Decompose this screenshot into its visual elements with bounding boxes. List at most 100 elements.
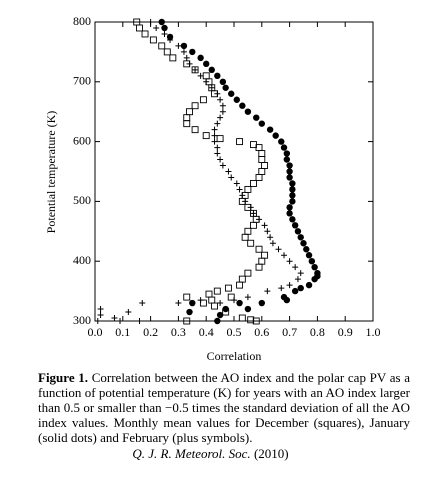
square-point (191, 102, 199, 110)
square-point (202, 72, 210, 80)
dot-point (216, 311, 224, 319)
dot-point (219, 78, 227, 86)
square-point (158, 42, 166, 50)
plus-point (180, 48, 187, 55)
dot-point (308, 258, 316, 265)
dot-point (286, 210, 293, 217)
square-point (183, 293, 191, 301)
dot-point (283, 150, 291, 157)
dot-point (300, 240, 307, 247)
square-point (163, 48, 171, 56)
dot-point (291, 287, 299, 295)
plus-point (292, 264, 299, 271)
plus-point (217, 96, 224, 103)
y-tick-label: 800 (73, 14, 91, 28)
dot-point (280, 144, 288, 151)
plus-point (286, 282, 293, 289)
plus-point (197, 297, 204, 304)
y-tick-label: 500 (73, 193, 91, 207)
square-point (236, 281, 244, 289)
plus-point (239, 192, 246, 199)
dot-point (272, 132, 279, 139)
dot-point (244, 305, 252, 313)
y-tick-label: 300 (73, 313, 91, 327)
dot-point (283, 156, 291, 163)
square-point (244, 185, 252, 193)
plus-point (225, 168, 232, 175)
dot-point (180, 42, 188, 50)
marks (94, 18, 321, 325)
dot-point (289, 180, 296, 187)
square-point (205, 290, 213, 298)
square-point (241, 233, 249, 241)
square-point (247, 239, 255, 247)
square-point (238, 275, 246, 283)
square-point (252, 317, 260, 325)
y-axis-label: Potential temperature (K) (44, 111, 58, 234)
dot-point (239, 102, 246, 109)
square-point (238, 314, 246, 322)
dot-point (222, 305, 229, 313)
dot-point (161, 24, 168, 32)
square-point (258, 156, 266, 163)
plus-point (161, 30, 168, 37)
citation: Q. J. R. Meteorol. Soc. (2010) (0, 446, 421, 462)
plus-point (175, 42, 182, 49)
square-point (258, 168, 266, 175)
dot-point (305, 281, 313, 289)
caption-text: Correlation between the AO index and the… (38, 370, 410, 445)
dot-point (244, 108, 252, 115)
plus-point (269, 240, 276, 247)
plus-point (286, 258, 293, 265)
plus-point (214, 90, 221, 97)
plus-point (219, 162, 226, 169)
dot-point (297, 234, 304, 241)
dot-point (311, 263, 318, 271)
x-tick-label: 0.5 (227, 325, 242, 339)
x-tick-label: 0.6 (254, 325, 269, 339)
square-point (261, 251, 269, 259)
plus-point (175, 300, 182, 307)
y-tick-label: 400 (73, 253, 91, 267)
plus-point (125, 309, 132, 316)
dot-point (258, 299, 265, 307)
plus-point (97, 306, 104, 313)
dot-point (305, 252, 313, 259)
square-point (211, 302, 218, 310)
dot-point (311, 275, 318, 283)
square-point (224, 284, 232, 292)
square-point (183, 114, 191, 122)
square-point (250, 141, 257, 149)
dot-point (228, 90, 235, 97)
dot-point (214, 317, 221, 325)
plus-point (297, 270, 304, 277)
square-point (244, 269, 252, 277)
square-point (216, 135, 224, 143)
square-point (202, 132, 210, 140)
x-tick-label: 1.0 (366, 325, 381, 339)
dot-point (291, 222, 299, 229)
square-point (261, 162, 269, 169)
plus-point (256, 216, 263, 223)
square-point (244, 227, 252, 235)
dot-point (189, 299, 196, 307)
dot-point (222, 84, 229, 91)
caption: Figure 1. Correlation between the AO ind… (38, 370, 410, 445)
square-point (186, 108, 193, 116)
dot-point (253, 114, 260, 121)
dot-point (303, 246, 310, 253)
square-point (136, 24, 143, 32)
chart: Correlation Potential temperature (K) 0.… (44, 14, 381, 363)
plus-point (214, 150, 221, 157)
plus-point (217, 114, 224, 121)
dot-point (294, 228, 302, 235)
plus-point (139, 300, 146, 307)
square-point (250, 221, 257, 229)
square-point (255, 245, 263, 253)
dot-point (286, 168, 293, 175)
square-point (255, 144, 263, 152)
caption-label: Figure 1. (38, 370, 89, 385)
y-tick-label: 600 (73, 133, 91, 147)
plus-point (136, 318, 143, 324)
